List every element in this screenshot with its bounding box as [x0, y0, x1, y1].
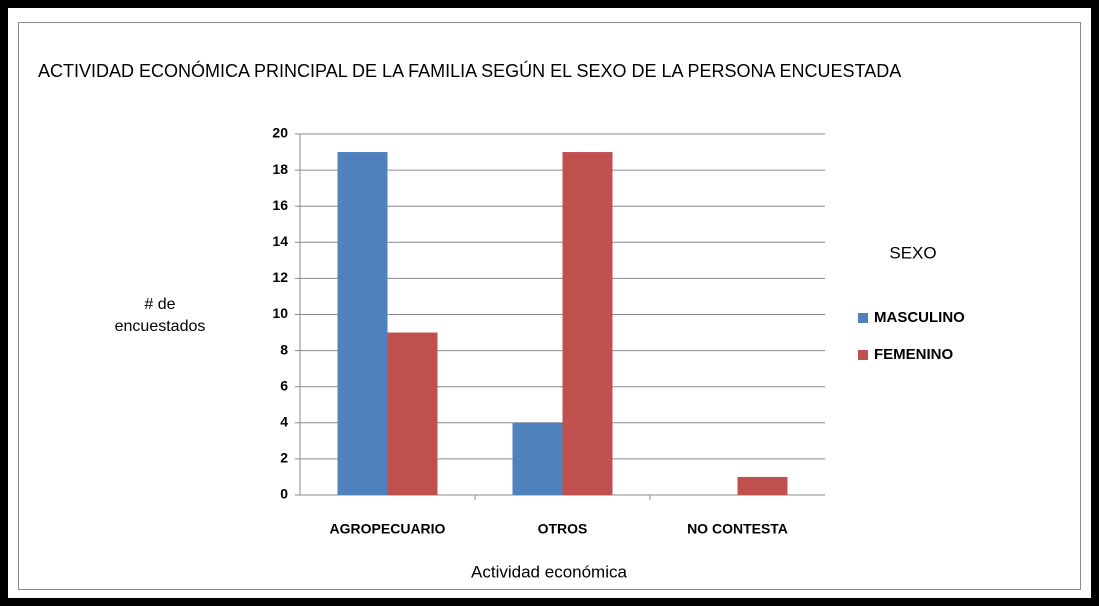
y-tick-label: 0 — [280, 486, 288, 502]
legend-swatch — [858, 313, 868, 323]
y-tick-label: 2 — [280, 450, 288, 466]
y-tick-label: 14 — [272, 233, 288, 249]
legend-label: FEMENINO — [874, 346, 954, 363]
bar — [737, 476, 788, 495]
bar — [512, 422, 563, 495]
y-tick-label: 12 — [272, 269, 288, 285]
x-tick-label: AGROPECUARIO — [330, 521, 446, 537]
chart-title: ACTIVIDAD ECONÓMICA PRINCIPAL DE LA FAMI… — [38, 60, 901, 81]
y-tick-label: 16 — [272, 197, 288, 213]
legend-swatch — [858, 350, 868, 360]
y-tick-label: 10 — [272, 305, 288, 321]
y-tick-label: 8 — [280, 341, 288, 357]
y-tick-label: 6 — [280, 377, 288, 393]
y-tick-label: 20 — [272, 125, 288, 141]
bar — [387, 332, 438, 495]
y-tick-label: 18 — [272, 161, 288, 177]
legend-label: MASCULINO — [874, 309, 965, 326]
x-axis-title: Actividad económica — [471, 562, 627, 581]
bar — [337, 152, 388, 496]
y-tick-label: 4 — [280, 414, 288, 430]
legend-title: SEXO — [889, 243, 936, 262]
x-tick-label: NO CONTESTA — [687, 521, 788, 537]
y-axis-title: # de encuestados — [114, 296, 206, 335]
bar — [562, 152, 613, 496]
x-tick-label: OTROS — [538, 521, 588, 537]
